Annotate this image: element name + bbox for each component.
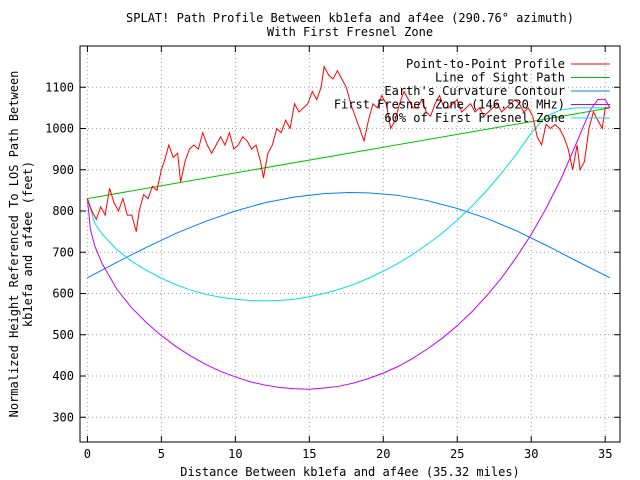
y-axis-label-line1: Normalized Height Referenced To LOS Path… (7, 71, 21, 418)
x-tick-label: 30 (524, 447, 538, 461)
chart-title: SPLAT! Path Profile Between kb1efa and a… (126, 11, 574, 25)
x-tick-label: 5 (158, 447, 165, 461)
x-tick-label: 0 (84, 447, 91, 461)
legend-label: Earth's Curvature Contour (384, 84, 565, 98)
fresnel-zone-line (86, 99, 611, 390)
y-tick-label: 800 (52, 204, 74, 218)
y-tick-label: 900 (52, 163, 74, 177)
y-tick-label: 1100 (45, 80, 74, 94)
legend-label: Point-to-Point Profile (406, 57, 565, 71)
legend-label: Line of Sight Path (435, 71, 565, 85)
legend-label: 60% of First Fresnel Zone (384, 111, 565, 125)
y-tick-label: 600 (52, 287, 74, 301)
x-tick-label: 25 (450, 447, 464, 461)
chart-subtitle: With First Fresnel Zone (267, 25, 433, 39)
y-tick-label: 700 (52, 245, 74, 259)
axis-ticks: 0 5 10 15 20 25 30 35 300 400 500 600 700 800 900 1000 1… (45, 46, 620, 461)
x-tick-label: 15 (302, 447, 316, 461)
y-axis-label-line2: kb1efa and af4ee (feet) (21, 161, 35, 327)
x-tick-label: 35 (598, 447, 612, 461)
x-axis-label: Distance Between kb1efa and af4ee (35.32… (180, 465, 520, 479)
legend-label: First Fresnel Zone (146.520 MHz) (334, 98, 565, 112)
x-tick-label: 20 (376, 447, 390, 461)
plot-frame (79, 45, 621, 443)
earth-curvature-line (87, 191, 611, 279)
los-line (87, 107, 611, 200)
fresnel-60-line (86, 107, 610, 302)
y-tick-label: 300 (52, 410, 74, 424)
profile-line (86, 65, 610, 232)
y-tick-label: 500 (52, 328, 74, 342)
y-tick-label: 400 (52, 369, 74, 383)
y-tick-label: 1000 (45, 122, 74, 136)
plot-area (86, 65, 611, 390)
x-tick-label: 10 (228, 447, 242, 461)
